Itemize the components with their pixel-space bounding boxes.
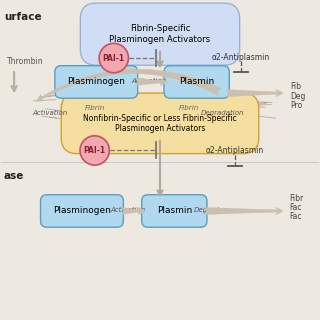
FancyBboxPatch shape xyxy=(61,93,259,154)
Text: Fib: Fib xyxy=(291,82,302,91)
Text: Degrades: Degrades xyxy=(194,207,228,213)
Text: α2-Antiplasmin: α2-Antiplasmin xyxy=(212,53,270,62)
FancyBboxPatch shape xyxy=(55,66,138,98)
Text: Thrombin: Thrombin xyxy=(7,57,44,66)
Text: Plasmin: Plasmin xyxy=(179,77,214,86)
Text: α2-Antiplasmin: α2-Antiplasmin xyxy=(206,146,264,155)
Text: Fibrin: Fibrin xyxy=(179,105,199,111)
Text: Deg: Deg xyxy=(291,92,306,101)
Text: Degradation: Degradation xyxy=(200,110,244,116)
Text: Pro: Pro xyxy=(291,101,303,110)
Text: Fac: Fac xyxy=(289,212,301,220)
Text: Activation: Activation xyxy=(32,110,68,116)
FancyBboxPatch shape xyxy=(41,195,123,227)
FancyBboxPatch shape xyxy=(80,3,240,65)
Text: Fibrin-Specific
Plasminogen Activators: Fibrin-Specific Plasminogen Activators xyxy=(109,24,211,44)
Text: Activation: Activation xyxy=(110,207,146,213)
Text: Fac: Fac xyxy=(289,203,301,212)
Text: Activation: Activation xyxy=(131,78,166,84)
Text: urface: urface xyxy=(4,12,42,22)
Text: Plasmin: Plasmin xyxy=(157,206,192,215)
Circle shape xyxy=(99,44,128,73)
Text: Fibrin: Fibrin xyxy=(84,105,105,111)
Text: Nonfibrin-Specific or Less Fibrin-Specific
Plasminogen Activators: Nonfibrin-Specific or Less Fibrin-Specif… xyxy=(83,114,237,133)
Text: PAI-1: PAI-1 xyxy=(103,53,125,62)
FancyBboxPatch shape xyxy=(164,66,229,98)
Circle shape xyxy=(80,136,109,165)
Text: Plasminogen: Plasminogen xyxy=(67,77,125,86)
Text: Fibr: Fibr xyxy=(289,194,303,203)
Text: Plasminogen: Plasminogen xyxy=(53,206,111,215)
FancyBboxPatch shape xyxy=(142,195,207,227)
Text: ase: ase xyxy=(4,171,24,181)
Text: PAI-1: PAI-1 xyxy=(84,146,106,155)
